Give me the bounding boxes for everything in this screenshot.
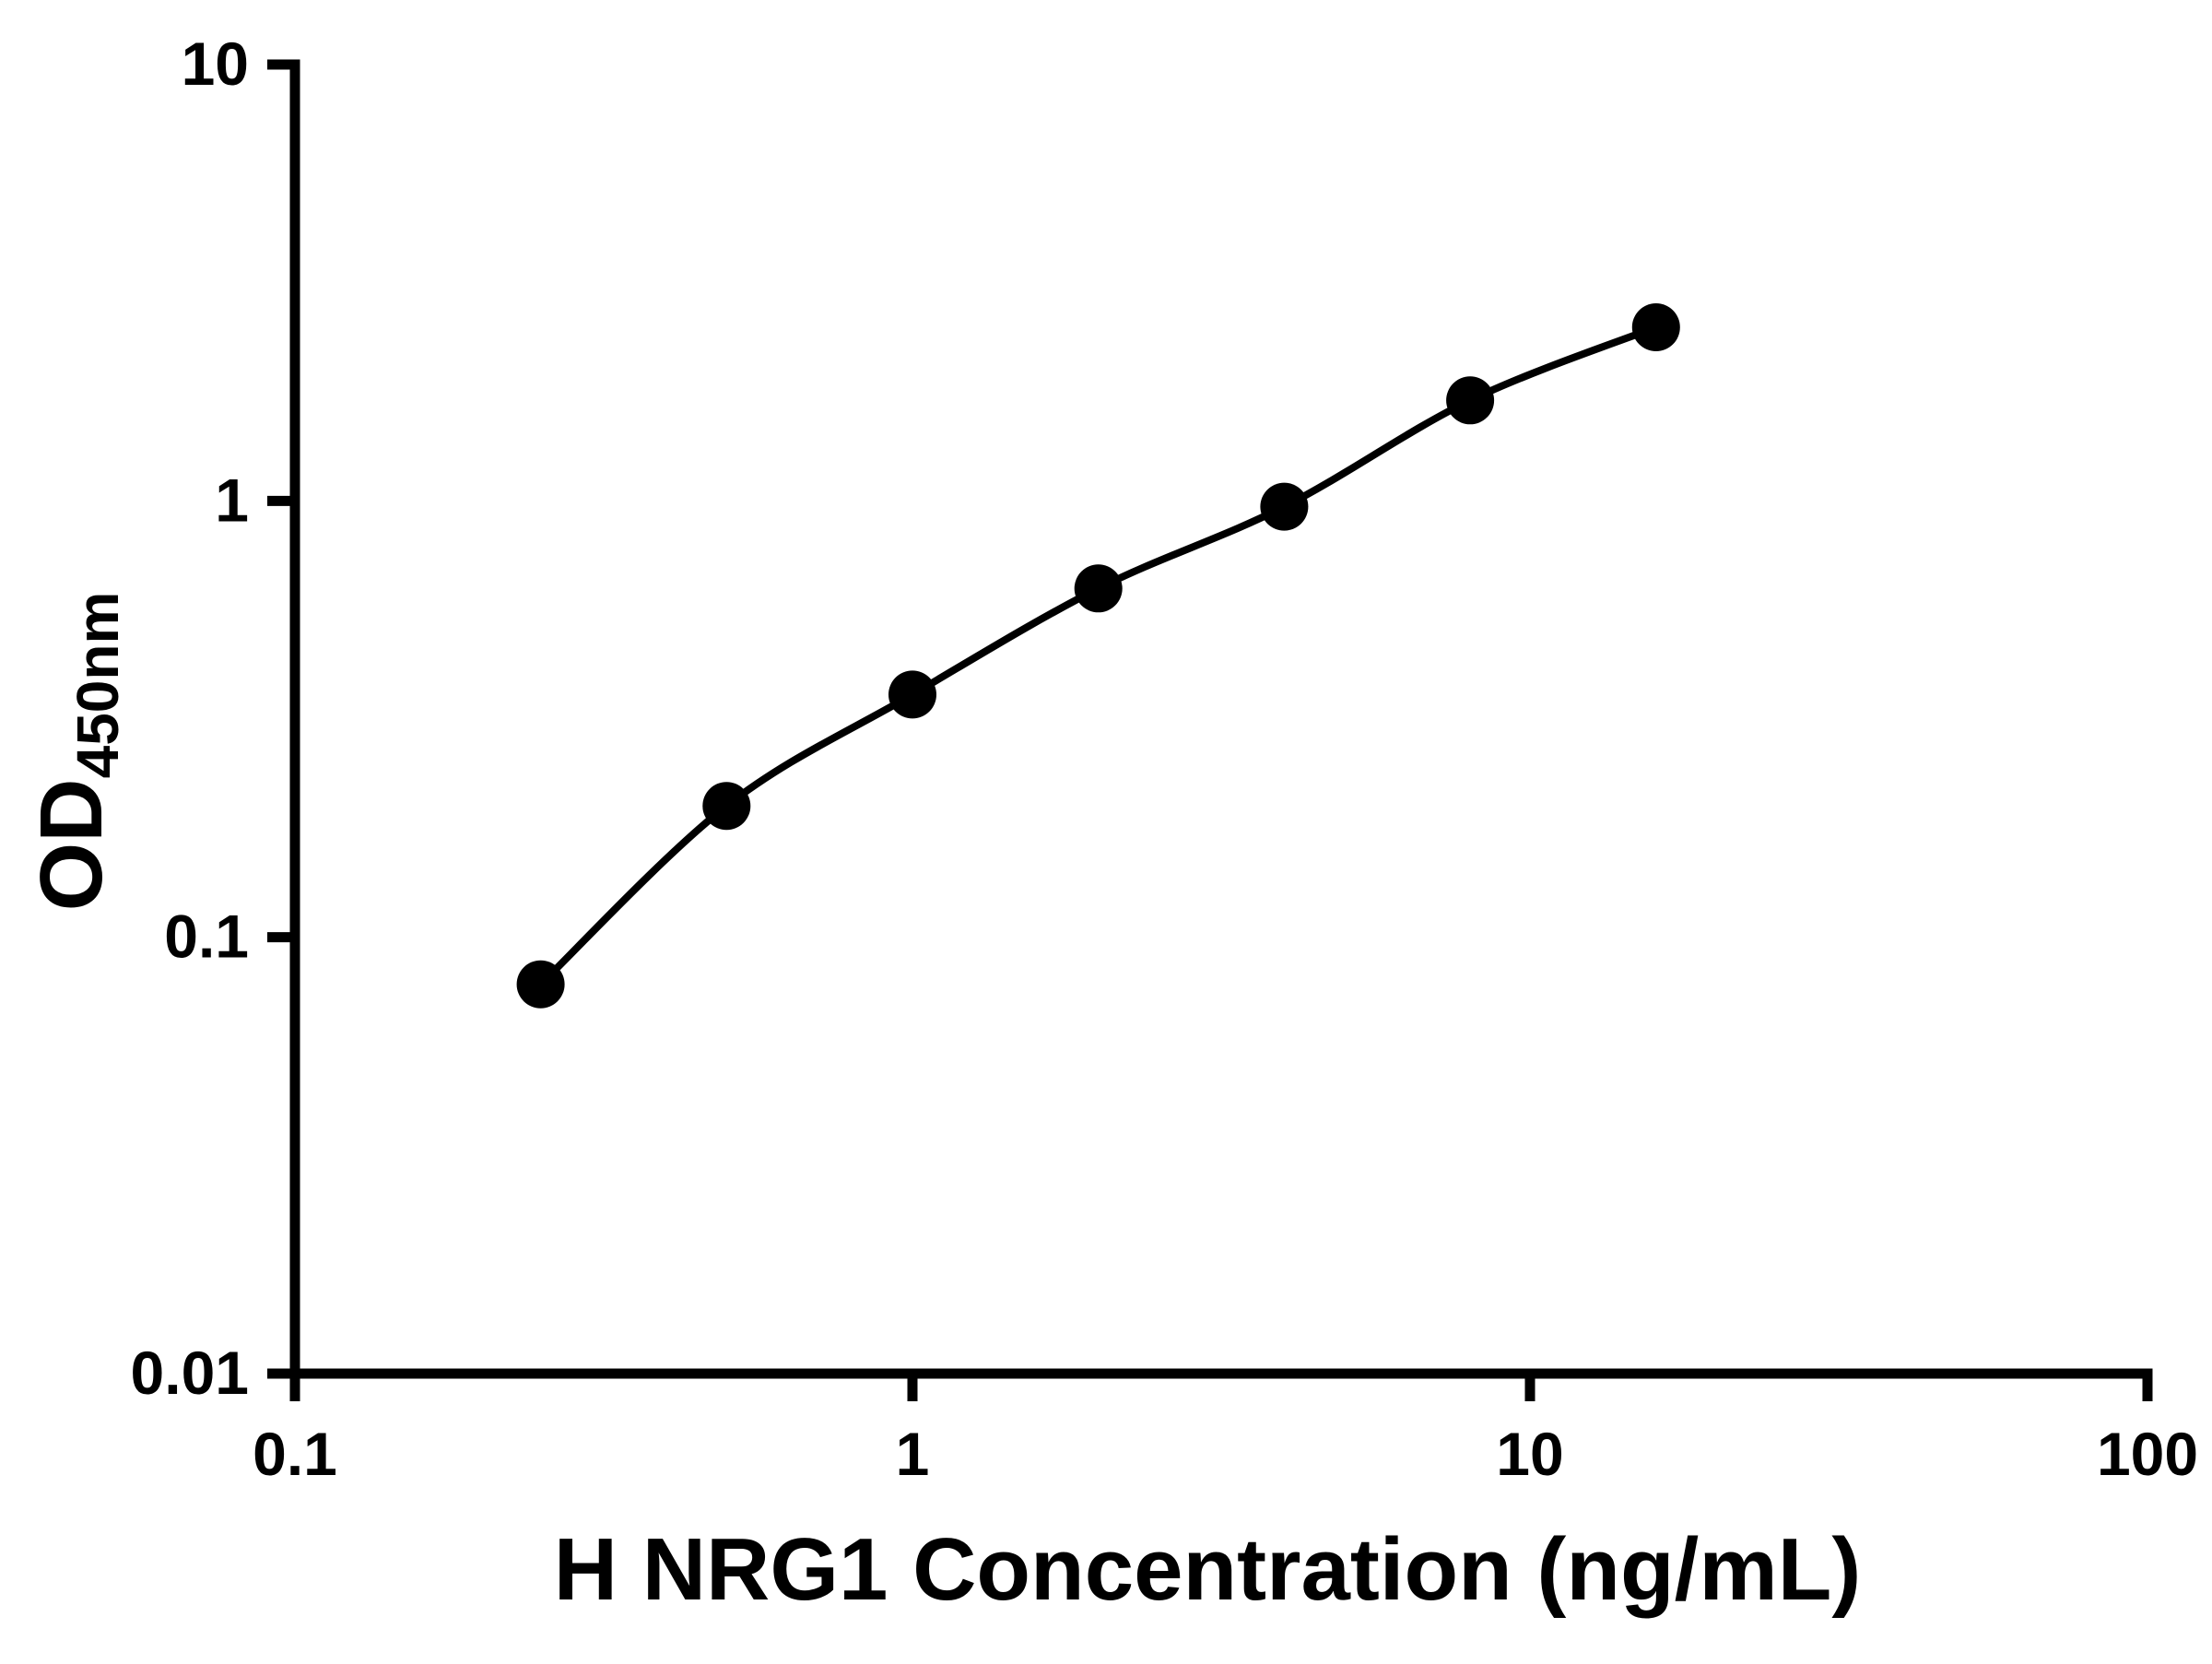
fit-curve [537,324,1658,987]
curve-series [516,303,1680,1009]
data-point [1631,303,1680,351]
x-axis-title: H NRG1 Concentration (ng/mL) [554,1520,1862,1619]
y-tick-label: 0.01 [131,1339,249,1407]
axes [289,59,2153,1379]
x-tick-label: 100 [2097,1420,2198,1488]
x-tick-label: 0.1 [253,1420,337,1488]
y-axis-title-subscript: 450nm [65,592,131,779]
data-point [1260,482,1309,531]
data-point [888,670,936,719]
data-point [1446,376,1495,425]
axis-spines [289,59,2153,1379]
data-point [1074,564,1123,613]
data-point [702,782,751,831]
y-tick-label: 1 [215,466,249,534]
y-axis-title-main: OD [22,778,121,911]
data-point [516,960,565,1009]
y-tick-label: 10 [182,30,249,98]
y-tick-label: 0.1 [164,903,249,971]
y-axis-title: OD450nm [22,592,131,912]
x-tick-label: 10 [1496,1420,1563,1488]
x-tick-label: 1 [896,1420,930,1488]
axis-ticks [267,59,2153,1401]
